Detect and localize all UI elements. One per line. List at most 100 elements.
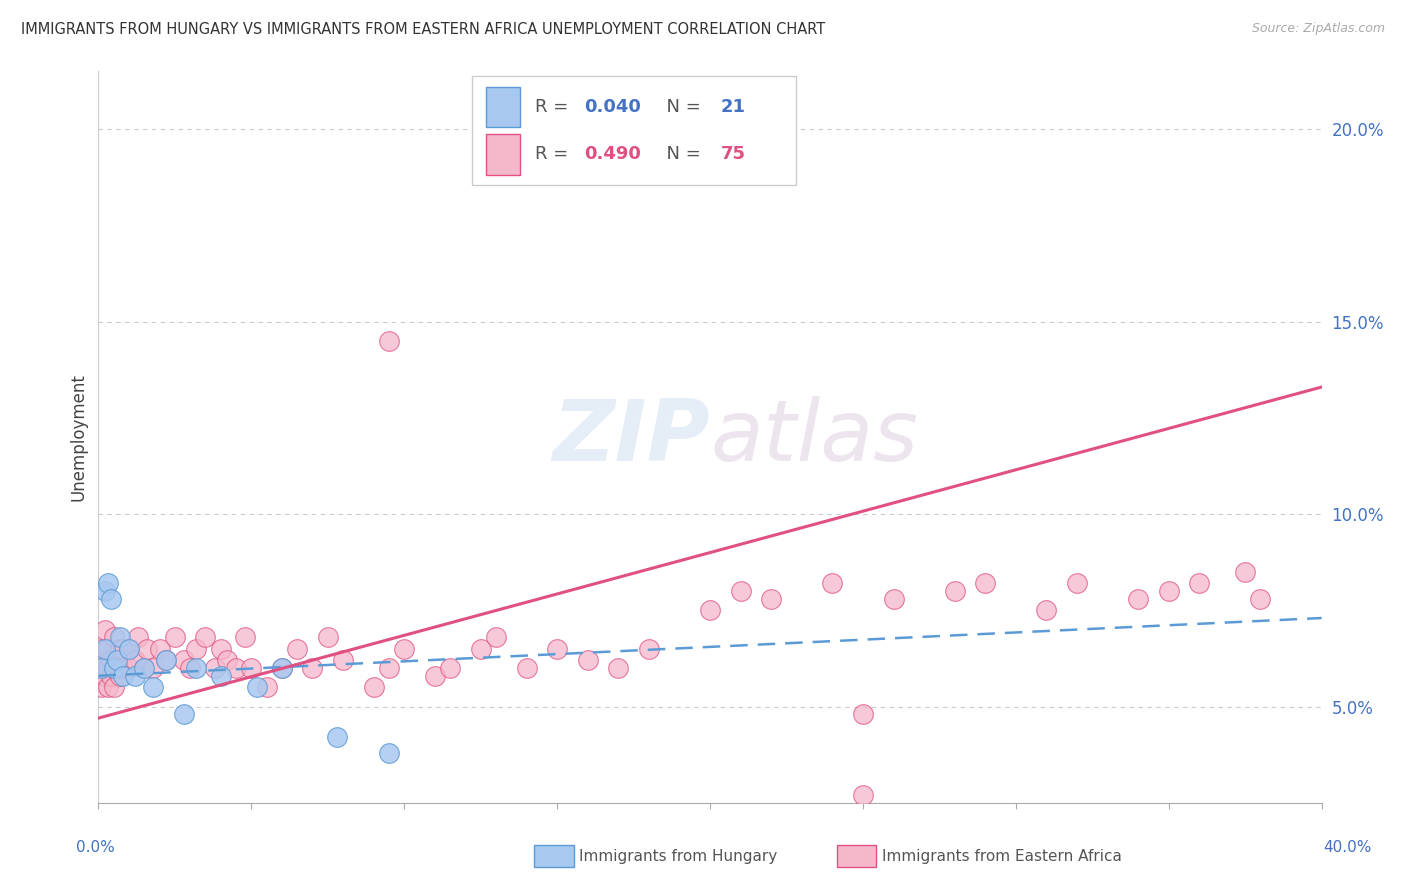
Point [108,630,131,644]
Point [1128,591,1150,606]
Point [392,641,416,656]
Point [155,653,177,667]
Point [332,653,354,667]
Point [163,630,186,644]
Point [103,661,125,675]
Point [173,707,195,722]
Point [127,630,149,644]
Point [378,746,401,760]
Point [90,661,112,675]
Point [285,641,308,656]
Point [439,661,461,675]
Point [852,788,875,802]
Point [637,641,661,656]
Point [105,661,128,675]
Text: Immigrants from Hungary: Immigrants from Hungary [579,849,778,863]
Point [179,661,201,675]
Point [378,334,401,348]
Point [1157,584,1180,599]
Point [225,661,247,675]
Text: 21: 21 [721,98,747,116]
Point [134,661,156,675]
Point [90,661,112,675]
Text: Immigrants from Eastern Africa: Immigrants from Eastern Africa [882,849,1122,863]
Point [852,707,875,722]
Point [136,641,159,656]
Point [204,661,226,675]
Point [105,653,128,667]
Point [576,653,599,667]
Point [215,653,238,667]
Point [607,661,630,675]
Bar [486,87,520,127]
Point [100,653,122,667]
Point [93,653,115,667]
Point [97,641,120,656]
Point [546,641,568,656]
Point [108,669,131,683]
Text: IMMIGRANTS FROM HUNGARY VS IMMIGRANTS FROM EASTERN AFRICA UNEMPLOYMENT CORRELATI: IMMIGRANTS FROM HUNGARY VS IMMIGRANTS FR… [21,22,825,37]
Point [1035,603,1057,617]
Point [326,731,349,745]
Point [93,623,115,637]
Text: R =: R = [536,98,574,116]
Point [759,591,782,606]
Point [90,681,112,695]
Point [97,661,120,675]
Y-axis label: Unemployment: Unemployment [69,373,87,501]
Point [316,630,339,644]
Point [883,591,905,606]
Point [363,681,385,695]
Point [246,681,269,695]
Point [516,661,538,675]
Point [124,669,146,683]
Point [194,630,217,644]
Point [90,641,112,656]
Point [730,584,752,599]
Point [470,641,492,656]
Point [103,630,125,644]
Point [111,669,134,683]
Text: atlas: atlas [710,395,918,479]
Text: 75: 75 [721,145,747,163]
Point [149,641,172,656]
Point [974,576,997,591]
Point [108,641,131,656]
Point [943,584,966,599]
Point [240,661,263,675]
Point [93,641,115,656]
Point [97,576,120,591]
Point [118,661,141,675]
Point [1188,576,1211,591]
Text: N =: N = [655,98,706,116]
Point [1249,591,1271,606]
Text: ZIP: ZIP [553,395,710,479]
Point [270,661,292,675]
Point [423,669,446,683]
Text: Source: ZipAtlas.com: Source: ZipAtlas.com [1251,22,1385,36]
Bar [486,135,520,175]
Point [209,669,232,683]
Point [134,661,156,675]
Text: N =: N = [655,145,706,163]
Point [485,630,508,644]
Point [186,661,208,675]
Point [1234,565,1257,579]
Point [124,653,146,667]
Point [301,661,323,675]
Point [186,641,208,656]
Point [699,603,721,617]
Point [378,661,401,675]
Text: 0.490: 0.490 [583,145,641,163]
Text: 40.0%: 40.0% [1323,840,1371,855]
Point [173,653,195,667]
Point [142,681,165,695]
Point [103,681,125,695]
Point [103,661,125,675]
Point [256,681,278,695]
Point [100,591,122,606]
Point [118,641,141,656]
Point [142,661,165,675]
Point [118,641,141,656]
Point [209,641,232,656]
